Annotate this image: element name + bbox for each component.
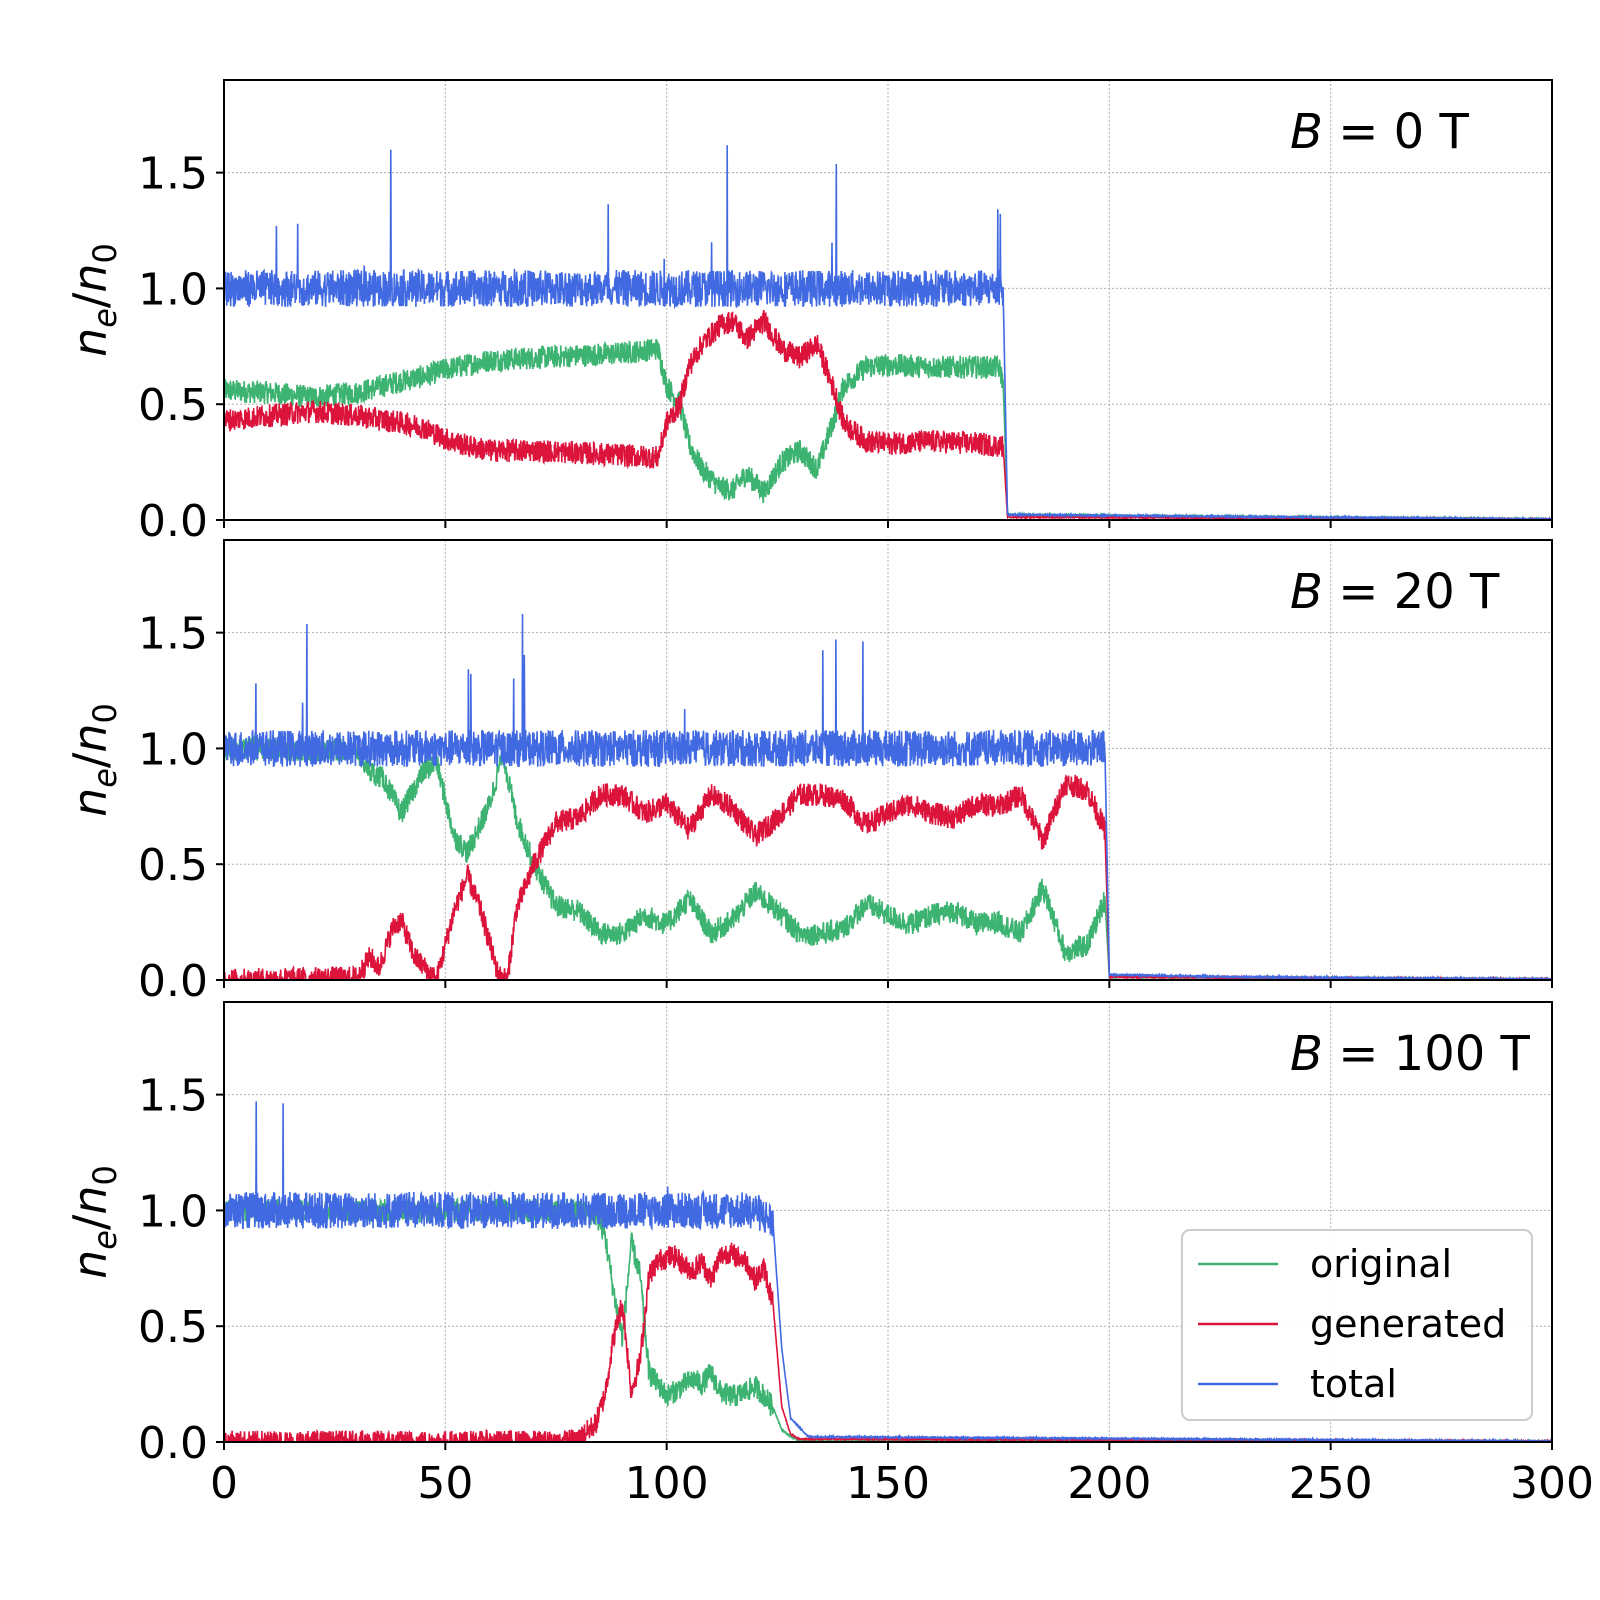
legend-label-total: total — [1310, 1362, 1397, 1406]
ylabel-sub-e: e — [86, 768, 124, 788]
ylabel-n0: n — [63, 263, 117, 292]
series-line-total — [224, 145, 1552, 520]
y-tick-label: 1.0 — [138, 724, 208, 775]
ylabel-n: n — [63, 1250, 117, 1279]
panel-2: 0.00.51.01.5ne/n0B = 20 T — [63, 539, 1553, 1007]
ylabel-slash: / — [63, 1214, 117, 1230]
ylabel-slash: / — [63, 752, 117, 768]
x-tick-label: 150 — [846, 1458, 930, 1509]
y-tick-label: 0.0 — [138, 496, 208, 547]
annotation-value: 0 T — [1394, 104, 1470, 160]
annotation-value: 20 T — [1394, 564, 1500, 620]
y-tick-label: 0.5 — [138, 840, 208, 891]
annotation-var: B — [1290, 1026, 1323, 1082]
ylabel-n0: n — [63, 1185, 117, 1214]
ylabel-slash: / — [63, 292, 117, 308]
legend-box — [1181, 1229, 1533, 1421]
field-annotation: B = 20 T — [1290, 564, 1500, 620]
legend: original generated total — [1181, 1229, 1533, 1421]
annotation-eq: = — [1323, 564, 1394, 620]
ylabel-sub-0: 0 — [86, 703, 124, 723]
y-tick-label: 1.0 — [138, 1186, 208, 1237]
x-tick-label: 250 — [1289, 1458, 1373, 1509]
series-line-total — [224, 1101, 1552, 1442]
annotation-var: B — [1290, 104, 1323, 160]
y-tick-label: 1.5 — [138, 149, 208, 200]
field-annotation: B = 100 T — [1290, 1026, 1531, 1082]
y-tick-label: 1.5 — [138, 609, 208, 660]
annotation-var: B — [1290, 564, 1323, 620]
ylabel-sub-0: 0 — [86, 1165, 124, 1185]
legend-label-generated: generated — [1310, 1302, 1506, 1346]
ylabel-n: n — [63, 328, 117, 357]
x-tick-label: 0 — [210, 1458, 238, 1509]
y-axis-label: ne/n0 — [63, 1165, 124, 1279]
legend-label-original: original — [1310, 1242, 1452, 1286]
ylabel-sub-e: e — [86, 308, 124, 328]
y-tick-label: 1.0 — [138, 264, 208, 315]
ylabel-n0: n — [63, 723, 117, 752]
series-group — [224, 145, 1552, 520]
series-line-total — [224, 613, 1552, 980]
y-tick-label: 0.5 — [138, 1302, 208, 1353]
panel-1: 0.00.51.01.5ne/n0B = 0 T — [63, 79, 1553, 547]
x-tick-label: 50 — [417, 1458, 473, 1509]
series-group — [224, 613, 1552, 980]
y-tick-label: 0.5 — [138, 380, 208, 431]
x-tick-label: 100 — [625, 1458, 709, 1509]
ylabel-sub-0: 0 — [86, 243, 124, 263]
annotation-eq: = — [1323, 104, 1394, 160]
x-tick-label: 300 — [1510, 1458, 1594, 1509]
annotation-value: 100 T — [1394, 1026, 1531, 1082]
y-tick-label: 1.5 — [138, 1071, 208, 1122]
x-tick-label: 200 — [1067, 1458, 1151, 1509]
annotation-eq: = — [1323, 1026, 1394, 1082]
ylabel-sub-e: e — [86, 1230, 124, 1250]
y-tick-label: 0.0 — [138, 956, 208, 1007]
y-axis-label: ne/n0 — [63, 243, 124, 357]
y-axis-label: ne/n0 — [63, 703, 124, 817]
ylabel-n: n — [63, 788, 117, 817]
field-annotation: B = 0 T — [1290, 104, 1469, 160]
y-tick-label: 0.0 — [138, 1418, 208, 1469]
